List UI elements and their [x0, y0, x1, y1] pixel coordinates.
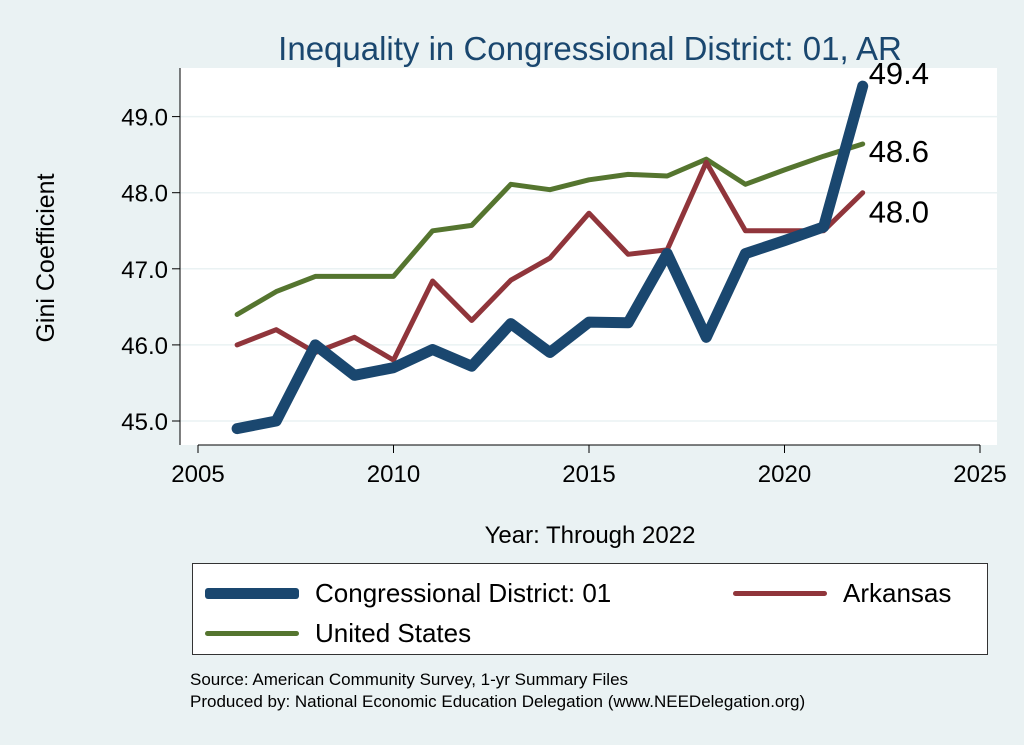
- legend-item-district: Congressional District: 01: [205, 578, 611, 609]
- y-tick-label: 45.0: [121, 409, 168, 436]
- series-line-district: [231, 80, 869, 435]
- legend-label-arkansas: Arkansas: [843, 578, 952, 608]
- legend-item-united-states: United States: [205, 618, 471, 649]
- x-axis-label: Year: Through 2022: [485, 522, 696, 549]
- source-note: Source: American Community Survey, 1-yr …: [190, 670, 629, 689]
- chart-title: Inequality in Congressional District: 01…: [278, 30, 902, 67]
- end-label-district: 49.4: [869, 56, 929, 91]
- y-tick-label: 46.0: [121, 333, 168, 360]
- x-tick-label: 2015: [562, 461, 615, 488]
- legend: Congressional District: 01 Arkansas Unit…: [192, 563, 988, 655]
- producer-note: Produced by: National Economic Education…: [190, 692, 806, 711]
- series-lines: [231, 80, 869, 435]
- end-labels: 49.4 48.0 48.6: [869, 56, 929, 230]
- legend-swatch-united-states: [205, 631, 299, 636]
- legend-item-arkansas: Arkansas: [733, 578, 951, 609]
- y-axis-label: Gini Coefficient: [32, 173, 60, 342]
- y-tick-label: 47.0: [121, 257, 168, 284]
- x-tick-label: 2025: [953, 461, 1006, 488]
- legend-label-united-states: United States: [315, 618, 472, 648]
- legend-label-district: Congressional District: 01: [315, 578, 612, 608]
- x-tick-label: 2010: [367, 461, 420, 488]
- end-label-arkansas: 48.0: [869, 195, 929, 230]
- series-line-united-states: [234, 141, 866, 317]
- legend-swatch-arkansas: [733, 591, 827, 596]
- x-tick-label: 2020: [758, 461, 811, 488]
- legend-swatch-district: [205, 588, 299, 599]
- y-tick-label: 48.0: [121, 181, 168, 208]
- series-line-arkansas: [234, 159, 866, 363]
- y-tick-label: 49.0: [121, 105, 168, 132]
- end-label-united-states: 48.6: [869, 134, 929, 169]
- axes: 45.0 46.0 47.0 48.0 49.0 2005 2010 2015 2020 2025: [121, 68, 1007, 488]
- plot-background: [180, 68, 997, 445]
- x-tick-label: 2005: [171, 461, 224, 488]
